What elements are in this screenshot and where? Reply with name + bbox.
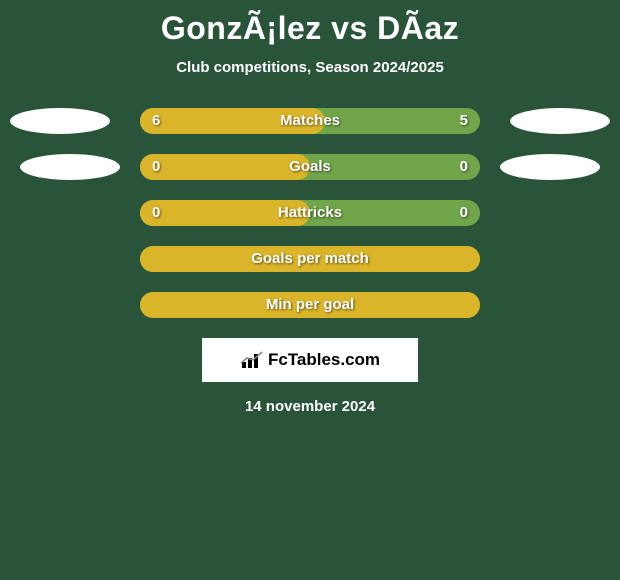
player-marker-left bbox=[10, 108, 110, 134]
page-title: GonzÃ¡lez vs DÃ­az bbox=[0, 0, 620, 47]
stat-bar: Goals per match bbox=[140, 246, 480, 272]
stat-bar: Min per goal bbox=[140, 292, 480, 318]
logo-text: FcTables.com bbox=[268, 350, 380, 370]
stat-bar: 0 Goals 0 bbox=[140, 154, 480, 180]
player-marker-left bbox=[20, 154, 120, 180]
stat-row: Min per goal bbox=[0, 292, 620, 318]
stat-value-right: 0 bbox=[460, 200, 468, 226]
subtitle: Club competitions, Season 2024/2025 bbox=[0, 59, 620, 76]
stat-row: 6 Matches 5 bbox=[0, 108, 620, 134]
player-marker-right bbox=[500, 154, 600, 180]
stat-bar: 6 Matches 5 bbox=[140, 108, 480, 134]
logo-inner: FcTables.com bbox=[240, 350, 380, 370]
stat-label: Goals per match bbox=[140, 246, 480, 272]
player-marker-right bbox=[510, 108, 610, 134]
stat-row: 0 Hattricks 0 bbox=[0, 200, 620, 226]
stat-label: Hattricks bbox=[140, 200, 480, 226]
comparison-card: GonzÃ¡lez vs DÃ­az Club competitions, Se… bbox=[0, 0, 620, 580]
stat-label: Goals bbox=[140, 154, 480, 180]
stat-value-right: 0 bbox=[460, 154, 468, 180]
stat-label: Min per goal bbox=[140, 292, 480, 318]
source-logo: FcTables.com bbox=[202, 338, 418, 382]
stat-rows: 6 Matches 5 0 Goals 0 0 bbox=[0, 108, 620, 318]
stat-label: Matches bbox=[140, 108, 480, 134]
stat-row: Goals per match bbox=[0, 246, 620, 272]
stat-row: 0 Goals 0 bbox=[0, 154, 620, 180]
bar-chart-icon bbox=[240, 350, 264, 370]
date-text: 14 november 2024 bbox=[0, 398, 620, 415]
stat-bar: 0 Hattricks 0 bbox=[140, 200, 480, 226]
stat-value-right: 5 bbox=[460, 108, 468, 134]
